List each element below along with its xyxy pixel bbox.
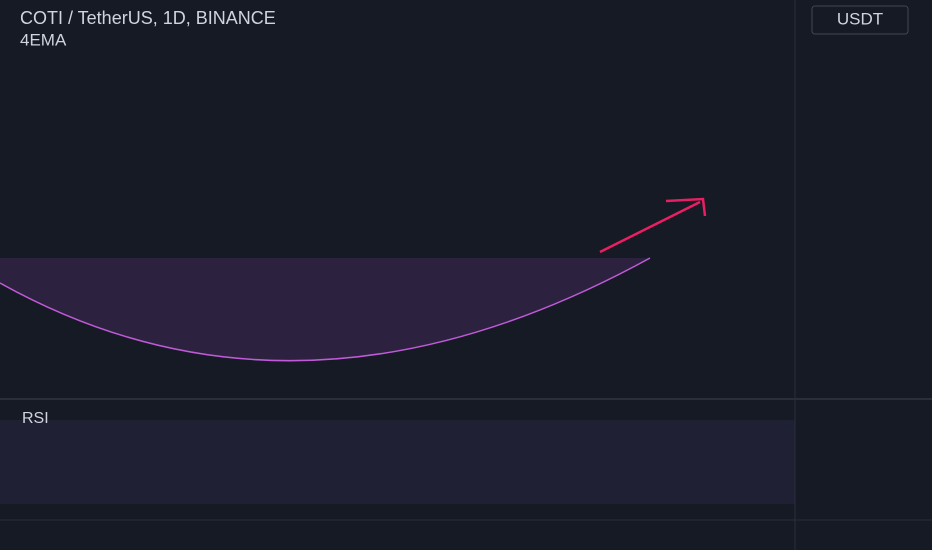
cup-area: [0, 258, 650, 361]
arrow-head: [665, 197, 707, 217]
indicator-label: 4EMA: [20, 30, 67, 49]
rsi-label: RSI: [22, 410, 49, 427]
rsi-band: [0, 420, 795, 504]
chart-title: COTI / TetherUS, 1D, BINANCE: [20, 8, 276, 28]
unit-label[interactable]: USDT: [837, 9, 883, 28]
cup-curve: [0, 257, 651, 362]
unit-box[interactable]: [811, 5, 909, 35]
arrow: [599, 200, 701, 254]
